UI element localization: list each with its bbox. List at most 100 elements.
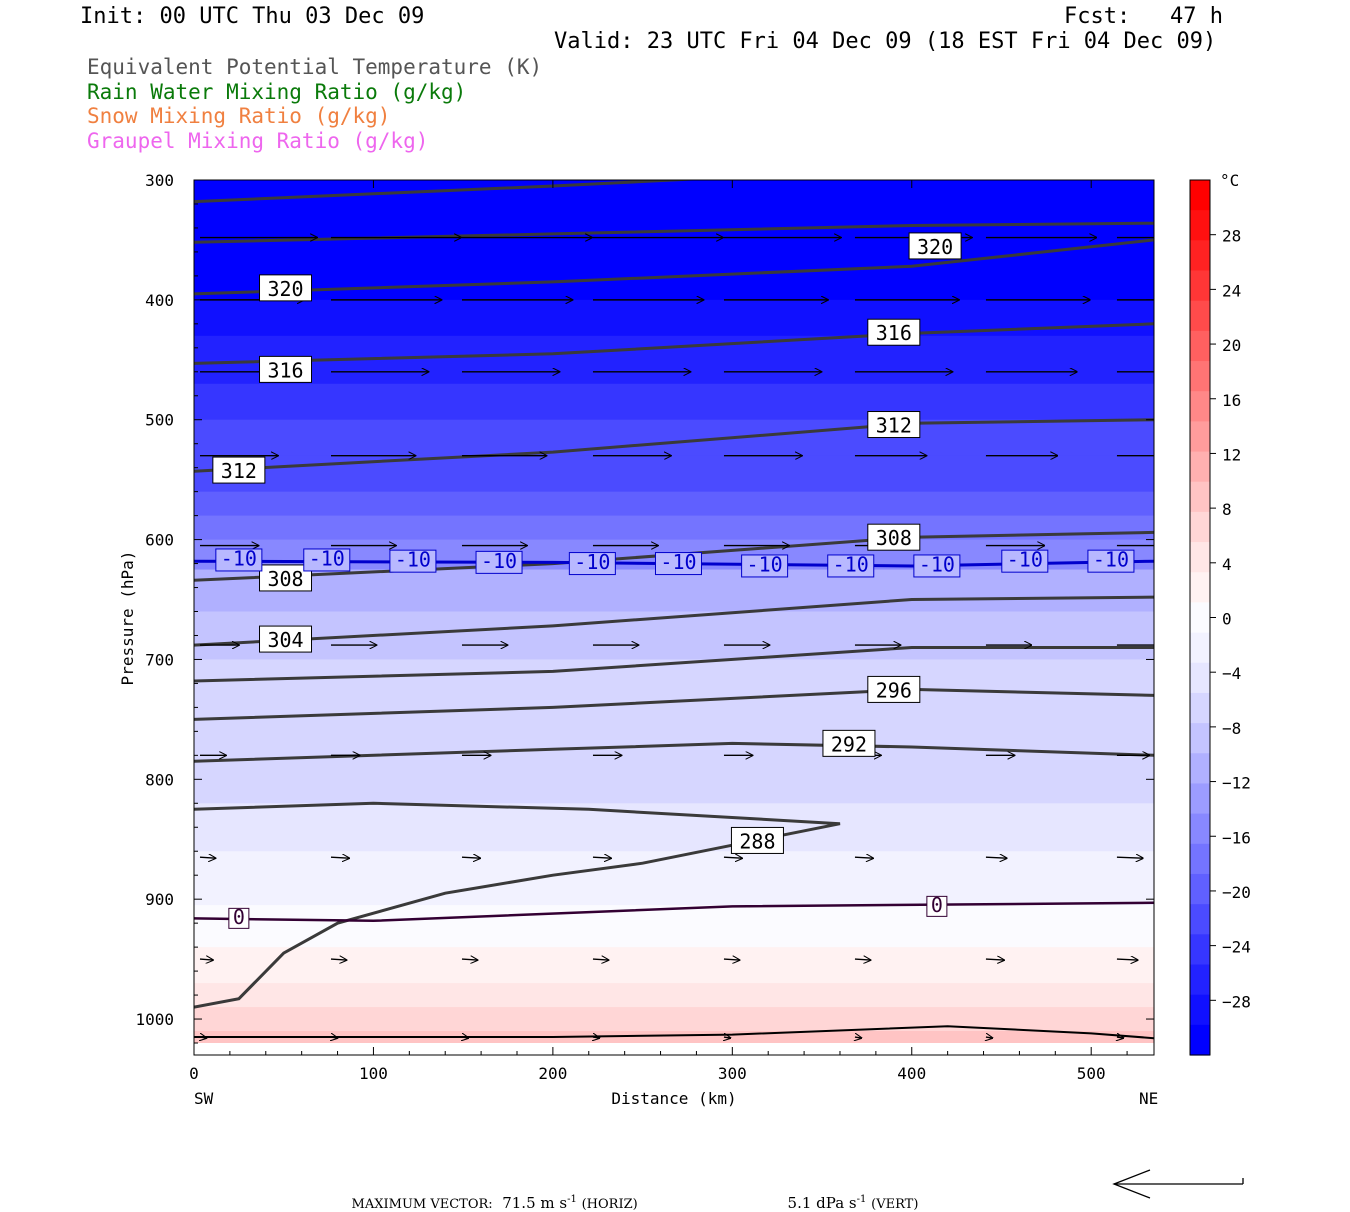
isotherm-minus10-label-text: -10	[395, 548, 431, 572]
colorbar-swatch	[1190, 904, 1210, 935]
y-tick-label: 800	[145, 770, 174, 789]
wind-vector-icon	[724, 1037, 731, 1038]
max-vector-vert-value: 5.1 dPa s	[787, 1194, 857, 1212]
theta-e-label-box	[867, 675, 921, 703]
theta-e-label: 312	[867, 411, 921, 439]
theta-e-line	[194, 418, 1154, 473]
max-vector-vert-tag: (VERT)	[871, 1197, 919, 1212]
theta-e-contours	[194, 180, 1154, 1040]
theta-e-label: 296	[867, 675, 921, 703]
wind-vector-icon	[330, 857, 349, 858]
temperature-shading	[194, 180, 1154, 1055]
theta-e-line	[194, 238, 1154, 296]
isotherm-minus10-label: -10	[741, 552, 789, 578]
plot-frame	[193, 179, 1155, 1056]
colorbar-tick-label: 16	[1222, 391, 1241, 410]
theta-e-label-text: 312	[221, 459, 257, 483]
colorbar-swatch	[1190, 511, 1210, 543]
isotherm-zero-label-box	[926, 895, 948, 917]
wind-vector-icon	[330, 959, 347, 960]
theta-e-label-text: 288	[739, 829, 775, 853]
isotherm-zero-label-box	[228, 907, 250, 929]
isotherm-minus10-label-text: -10	[919, 552, 955, 576]
isotherm-minus10-label: -10	[1087, 548, 1135, 573]
wind-vector-icon	[1117, 1037, 1124, 1038]
colorbar-swatch	[1190, 361, 1210, 392]
max-vector-vertical: 5.1 dPa s-1 (VERT)	[778, 1176, 919, 1212]
y-tick-label: 300	[145, 171, 174, 190]
colorbar-tick-label: 4	[1222, 555, 1232, 574]
wind-vector-icon	[461, 959, 478, 960]
colorbar-swatch	[1190, 180, 1210, 211]
temperature-band	[194, 851, 1154, 907]
isotherm-minus10-label-box	[568, 552, 616, 576]
y-tick-label: 500	[145, 411, 174, 430]
theta-e-label-text: 316	[267, 358, 303, 382]
wind-vector-icon	[854, 857, 873, 858]
isotherm-minus10-label-text: -10	[1007, 548, 1043, 572]
isotherm-minus10-label: -10	[1001, 548, 1049, 573]
isotherm-minus10-label-text: -10	[574, 550, 610, 574]
valid-time: Valid: 23 UTC Fri 04 Dec 09 (18 EST Fri …	[554, 29, 1217, 54]
wind-vector-icon	[986, 1037, 993, 1038]
theta-e-label: 308	[867, 523, 921, 551]
colorbar-tick-label: 0	[1222, 610, 1232, 629]
wind-vector-icon	[1116, 959, 1138, 960]
colorbar-swatch	[1190, 240, 1210, 272]
temperature-band	[194, 659, 1154, 733]
temperature-band	[194, 731, 1154, 805]
colorbar-tick-label: 28	[1222, 227, 1241, 246]
isotherm-minus10-label-text: -10	[309, 546, 345, 570]
theta-e-label-box	[822, 729, 876, 757]
theta-e-label: 316	[259, 355, 313, 383]
theta-e-label-box	[730, 826, 784, 854]
wind-vector-icon	[200, 1037, 207, 1038]
colorbar-tick-label: −20	[1222, 883, 1251, 902]
x-tick-label: 100	[359, 1064, 388, 1083]
contour-labels: 320 320 316 316 312 312 308 308 304 296 292 288 -10 -…	[212, 232, 1135, 929]
reference-arrow-icon	[1112, 1169, 1244, 1199]
colorbar-tick-label: −28	[1222, 992, 1251, 1011]
isotherm-zero-label: 0	[926, 893, 948, 917]
isotherm-minus10-label-box	[741, 554, 789, 578]
theta-e-label-box	[212, 456, 266, 484]
y-axis-label: Pressure (hPa)	[118, 551, 137, 686]
colorbar-swatch	[1190, 1024, 1210, 1056]
colorbar-tick-label: −24	[1222, 938, 1251, 957]
isotherm-minus10-label: -10	[568, 550, 616, 576]
theta-e-label-text: 312	[876, 413, 912, 437]
colorbar-swatch	[1190, 632, 1210, 664]
colorbar-tick-label: 24	[1222, 281, 1241, 300]
colorbar-tick-label: 20	[1222, 336, 1241, 355]
y-tick-label: 900	[145, 890, 174, 909]
axes: 300 400 500 600 700 800 900 1000 0 100 200 300 400 50…	[135, 171, 1154, 1083]
theta-e-label-box	[259, 625, 313, 653]
wind-vector-icon	[592, 857, 611, 858]
theta-e-line	[194, 595, 1154, 647]
wind-vector-icon	[854, 959, 871, 960]
isotherm-zero-label-text: 0	[233, 905, 245, 929]
y-tick-label: 600	[145, 531, 174, 550]
colorbar-swatch	[1190, 421, 1210, 453]
wind-vector-icon	[592, 959, 609, 960]
isotherm-minus10-label-box	[654, 552, 702, 576]
colorbar-swatch	[1190, 934, 1210, 966]
theta-e-label: 316	[867, 318, 921, 346]
isotherm-minus10-label-box	[1087, 549, 1135, 573]
colorbar-swatch	[1190, 964, 1210, 996]
colorbar-swatch	[1190, 813, 1210, 845]
isotherm-minus10-label-box	[303, 548, 351, 572]
temperature-band	[194, 1007, 1154, 1033]
wind-vector-icon	[461, 857, 480, 858]
theta-e-label: 312	[212, 456, 266, 484]
isotherm-minus10-label: -10	[475, 549, 523, 574]
theta-e-label: 308	[259, 564, 313, 592]
isotherm-minus10-label-text: -10	[660, 550, 696, 574]
max-vector-label: MAXIMUM VECTOR:	[351, 1197, 493, 1212]
colorbar-swatch	[1190, 873, 1210, 905]
wind-vector-icon	[593, 1037, 600, 1038]
wind-vector-icon	[985, 857, 1007, 858]
theta-e-label: 292	[822, 729, 876, 757]
theta-e-label: 304	[259, 625, 313, 653]
